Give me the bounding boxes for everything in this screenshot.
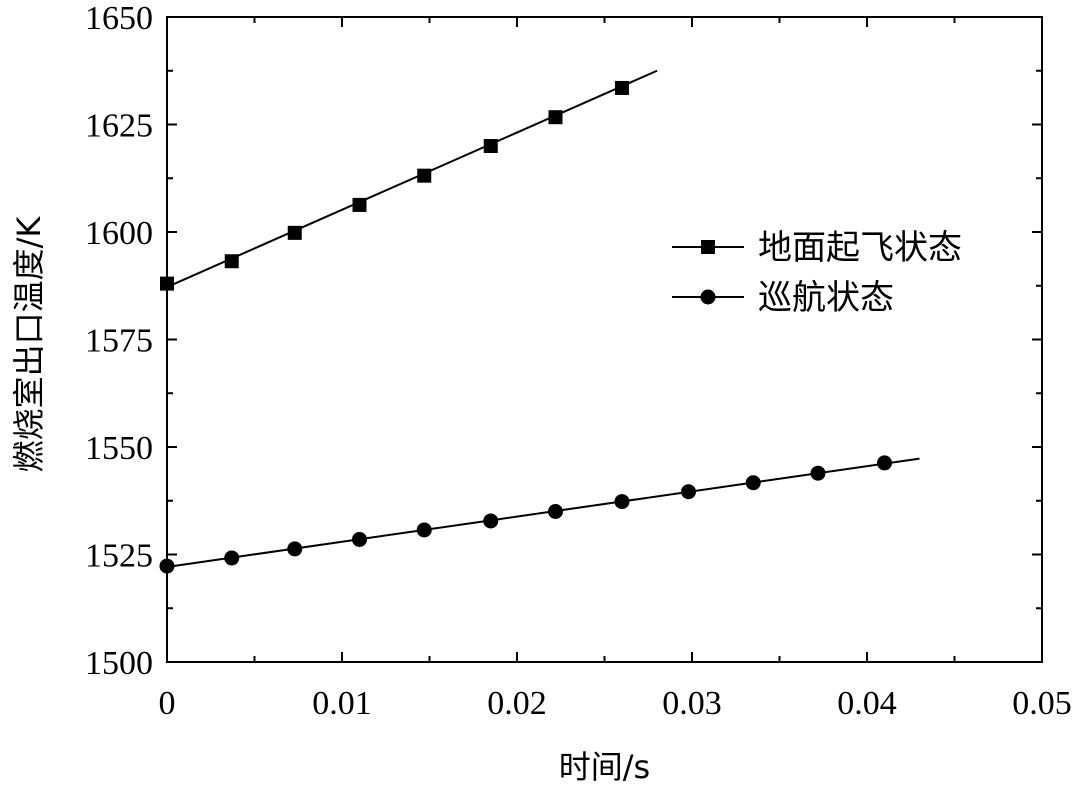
series-cruise: [159, 455, 920, 574]
x-tick-label: 0: [159, 685, 176, 722]
y-tick-label: 1625: [85, 108, 153, 145]
circle-point: [159, 558, 175, 574]
y-tick-label: 1600: [85, 215, 153, 252]
square-point: [548, 110, 563, 125]
circle-point: [483, 513, 499, 529]
legend-label: 巡航状态: [758, 278, 894, 318]
circle-point: [614, 494, 630, 510]
circle-point: [877, 455, 892, 471]
series-line: [166, 69, 658, 288]
circle-point: [810, 465, 826, 481]
circle-point: [745, 475, 761, 491]
y-tick-label: 1550: [85, 430, 153, 467]
legend-item: 巡航状态: [672, 278, 894, 318]
legend-circle-marker: [700, 289, 716, 305]
y-tick-label: 1575: [85, 323, 153, 360]
y-tick-label: 1525: [85, 538, 153, 575]
x-tick-label: 0.02: [487, 685, 547, 722]
legend-item: 地面起飞状态: [672, 228, 962, 268]
x-axis-title: 时间/s: [559, 748, 650, 785]
x-tick-label: 0.03: [662, 685, 722, 722]
x-tick-label: 0.01: [312, 685, 372, 722]
y-tick-label: 1650: [85, 0, 153, 37]
square-point: [160, 276, 174, 291]
circle-point: [548, 504, 563, 519]
plot-frame: [166, 16, 1043, 663]
square-point: [483, 139, 498, 153]
circle-point: [224, 550, 240, 566]
circle-point: [416, 522, 432, 538]
y-tick-label: 1500: [85, 645, 153, 682]
circle-point: [287, 541, 303, 557]
legend-label: 地面起飞状态: [758, 228, 962, 268]
x-tick-label: 0.05: [1012, 685, 1072, 722]
circle-point: [352, 531, 367, 547]
square-point: [417, 168, 432, 183]
series-takeoff: [160, 69, 658, 291]
series-line: [166, 457, 920, 568]
legend-square-marker: [701, 240, 715, 254]
square-point: [224, 254, 239, 269]
square-point: [615, 80, 629, 95]
circle-point: [681, 484, 696, 500]
square-point: [287, 225, 302, 240]
square-point: [352, 197, 367, 212]
y-axis-title: 燃烧室出口温度/K: [10, 216, 48, 473]
x-tick-label: 0.04: [837, 685, 897, 722]
